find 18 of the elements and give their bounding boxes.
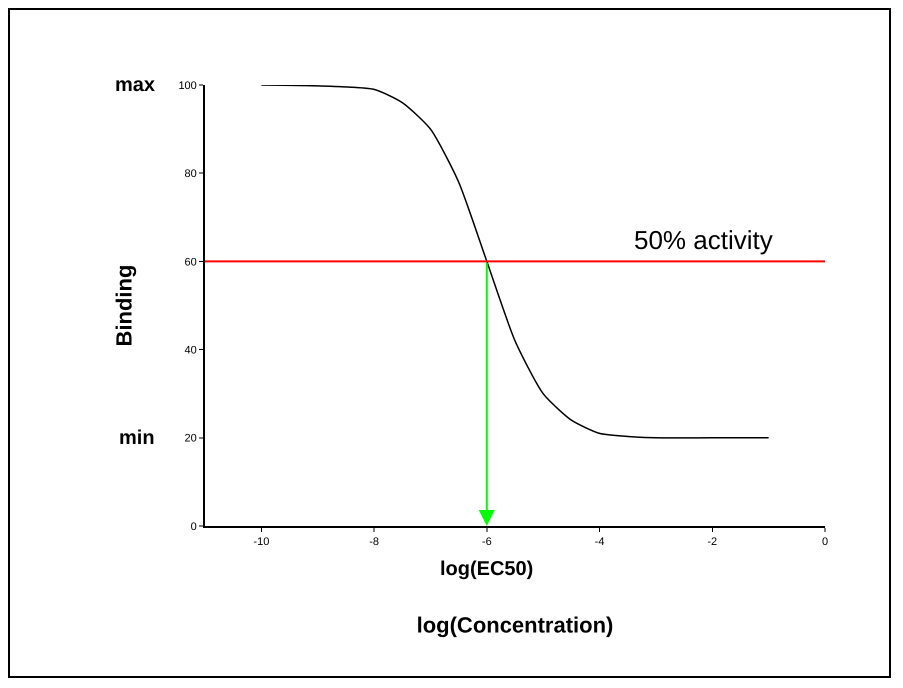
x-tick-label: -10 <box>253 536 270 548</box>
y-tick-label: 80 <box>184 168 197 180</box>
x-axis-title: log(Concentration) <box>416 612 614 638</box>
text: min <box>119 427 155 449</box>
y-tick-label: 60 <box>184 256 197 268</box>
ref-line-label: log(EC50) <box>440 558 534 580</box>
y-tick-label: 20 <box>184 432 197 445</box>
x-tick-label: -6 <box>482 536 492 548</box>
x-tick-label: 0 <box>822 536 828 548</box>
x-tick-label: -2 <box>707 536 718 548</box>
y-tick-label: 40 <box>184 344 197 356</box>
ref-line-label: 50% activity <box>634 225 773 255</box>
x-tick-label: -8 <box>369 536 379 548</box>
y-tick-label: 0 <box>190 520 197 533</box>
text: max <box>115 74 156 96</box>
x-tick-label: -4 <box>594 536 604 548</box>
y-axis-title: Binding <box>112 264 137 346</box>
y-tick-label: 100 <box>178 80 197 92</box>
